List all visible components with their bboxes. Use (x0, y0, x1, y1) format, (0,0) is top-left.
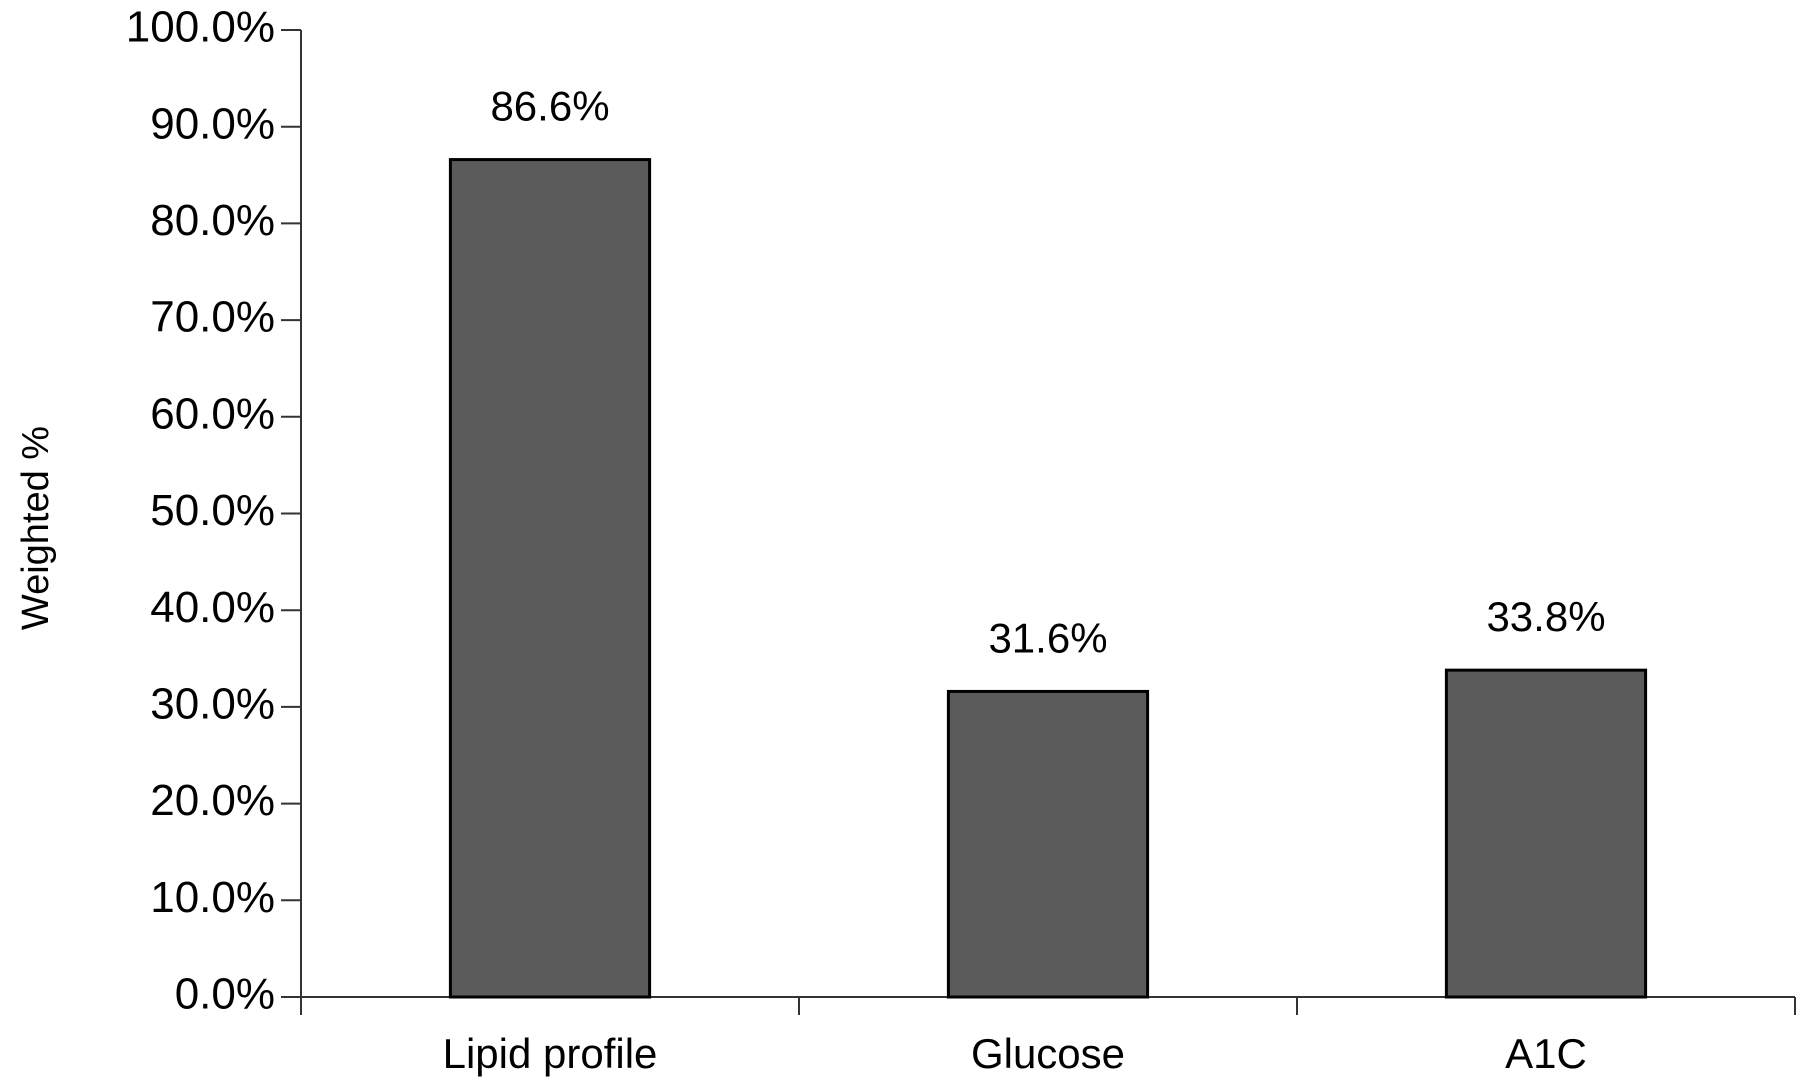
y-tick-label: 80.0% (150, 196, 275, 245)
y-tick-label: 60.0% (150, 389, 275, 438)
y-tick-label: 100.0% (126, 3, 275, 52)
x-tick-label: Glucose (971, 1030, 1125, 1077)
y-tick-label: 90.0% (150, 99, 275, 148)
y-tick-label: 30.0% (150, 680, 275, 729)
value-label: 31.6% (988, 615, 1107, 662)
y-tick-label: 20.0% (150, 776, 275, 825)
y-tick-label: 10.0% (150, 873, 275, 922)
y-tick-label: 40.0% (150, 583, 275, 632)
value-label: 86.6% (490, 83, 609, 130)
y-axis-title: Weighted % (15, 426, 57, 630)
y-tick-label: 50.0% (150, 486, 275, 535)
bar (448, 158, 652, 999)
x-tick-label: Lipid profile (443, 1030, 658, 1077)
bar (946, 689, 1150, 999)
value-label: 33.8% (1486, 593, 1605, 640)
y-tick-label: 70.0% (150, 293, 275, 342)
bar (1444, 668, 1648, 999)
y-tick-label: 0.0% (175, 970, 275, 1019)
x-tick-label: A1C (1505, 1030, 1587, 1077)
